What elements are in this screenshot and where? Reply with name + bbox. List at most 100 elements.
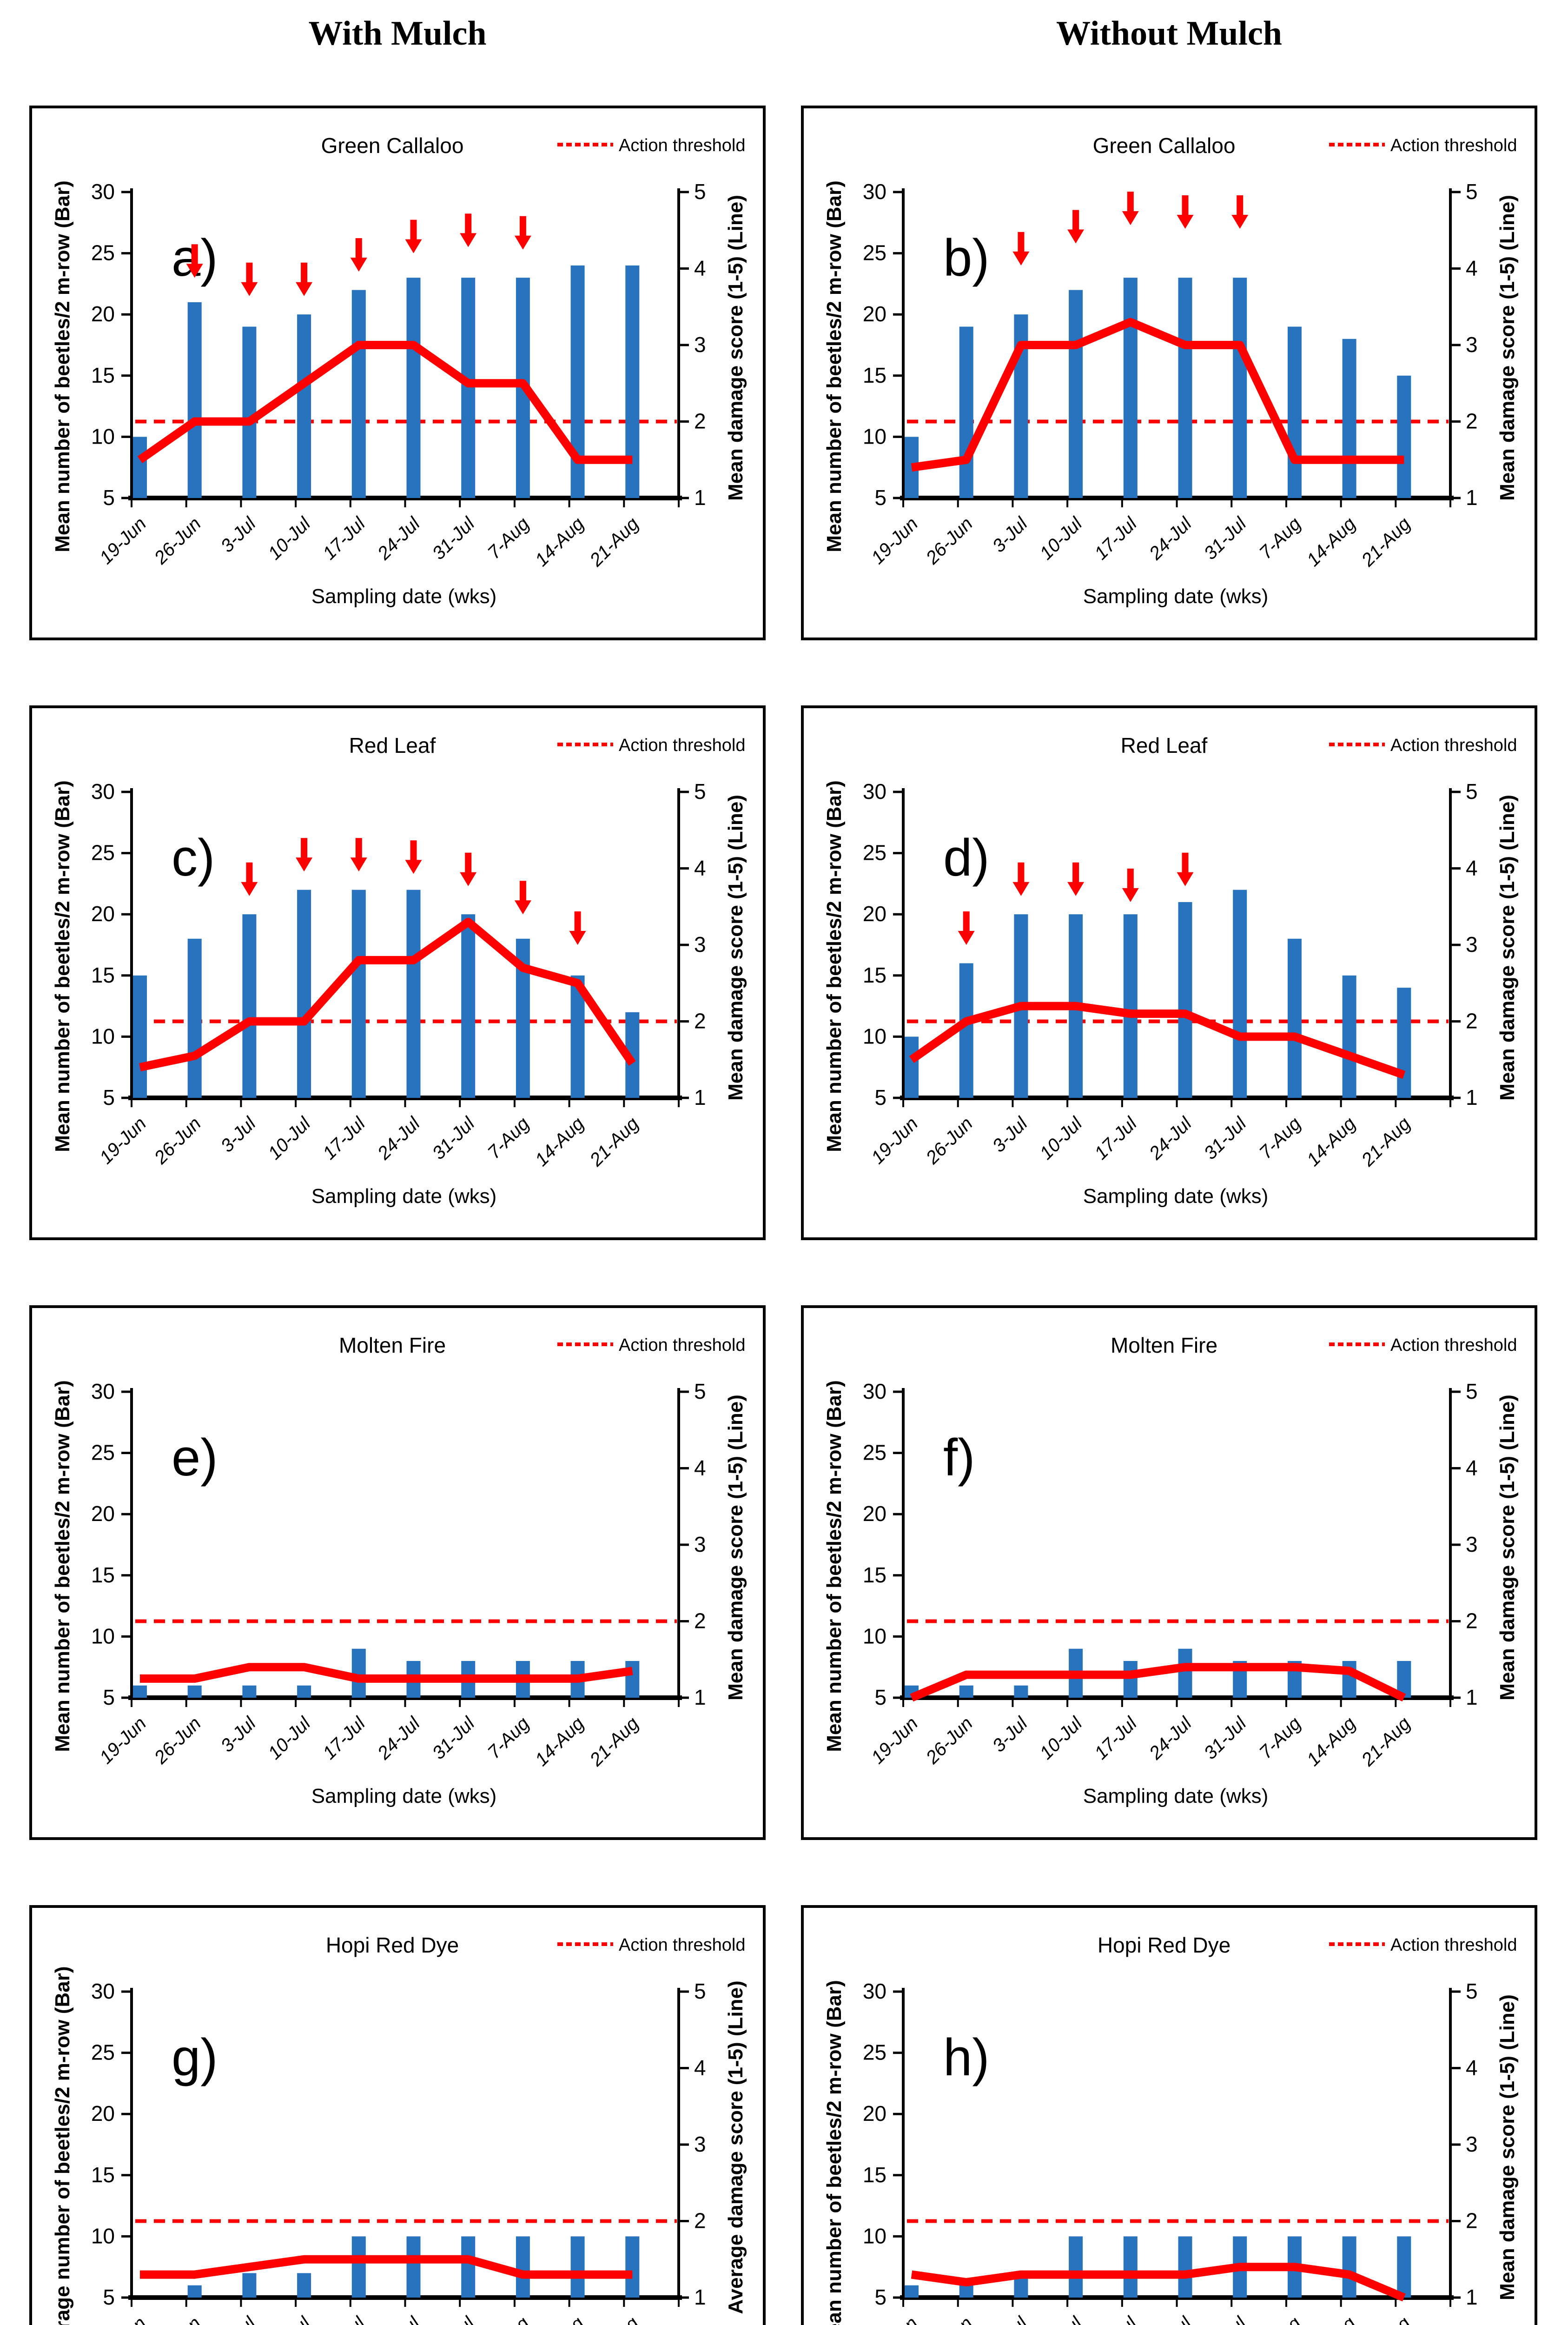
right-axis-label: Average damage score (1-5) (Line): [724, 1980, 747, 2314]
x-tick-label: 10-Jul: [1036, 1713, 1086, 1763]
left-tick-label: 25: [863, 841, 887, 865]
x-tick-label: 10-Jul: [264, 2312, 315, 2325]
bar-14-Aug: [1342, 339, 1356, 498]
right-tick-label: 2: [1466, 1009, 1478, 1033]
right-tick-label: 3: [694, 2132, 706, 2156]
x-tick-label: 24-Jul: [373, 513, 424, 564]
left-tick-label: 10: [863, 2224, 887, 2248]
x-tick-label: 31-Jul: [1200, 1713, 1250, 1763]
left-tick-label: 30: [863, 779, 887, 804]
x-tick-label: 26-Jun: [150, 2313, 205, 2325]
left-tick-label: 25: [91, 841, 115, 865]
left-axis-label: Average number of beetles/2 m-row (Bar): [51, 1966, 74, 2325]
action-threshold-label: Action threshold: [619, 1335, 746, 1355]
x-tick-label: 3-Jul: [217, 2312, 260, 2325]
right-tick-label: 1: [1466, 2285, 1478, 2309]
bar-21-Aug: [1397, 988, 1411, 1098]
left-tick-label: 10: [863, 1624, 887, 1648]
right-tick-label: 1: [694, 1085, 706, 1109]
bar-26-Jun: [187, 1685, 202, 1698]
x-tick-label: 19-Jun: [867, 513, 922, 568]
right-tick-label: 2: [1466, 409, 1478, 433]
right-tick-label: 3: [694, 1532, 706, 1556]
chart-panel-c: Red Leaf Action threshold c) Mean number of…: [29, 705, 766, 1240]
action-threshold-label: Action threshold: [619, 736, 746, 755]
x-tick-label: 21-Aug: [586, 513, 643, 571]
left-tick-label: 20: [91, 2101, 115, 2126]
left-tick-label: 30: [91, 1379, 115, 1403]
right-tick-label: 5: [1466, 179, 1478, 204]
bar-17-Jul: [1123, 1661, 1138, 1698]
bar-17-Jul: [351, 290, 366, 498]
right-axis-label: Mean damage score (1-5) (Line): [1496, 795, 1519, 1101]
right-tick-label: 4: [1466, 1456, 1478, 1480]
down-arrow-icon: [296, 262, 313, 296]
right-axis-label: Mean damage score (1-5) (Line): [1496, 195, 1519, 501]
x-tick-label: 7-Aug: [484, 2313, 534, 2325]
x-tick-label: 19-Jun: [867, 1113, 922, 1168]
left-tick-label: 15: [91, 1563, 115, 1587]
x-tick-label: 31-Jul: [428, 2312, 479, 2325]
right-tick-label: 4: [1466, 856, 1478, 880]
left-tick-label: 20: [863, 302, 887, 326]
x-tick-label: 21-Aug: [1357, 513, 1415, 571]
x-tick-label: 7-Aug: [1256, 513, 1305, 563]
bar-17-Jul: [351, 2236, 366, 2298]
x-tick-label: 31-Jul: [428, 513, 479, 564]
x-tick-label: 26-Jun: [150, 1713, 205, 1768]
left-tick-label: 5: [874, 2285, 887, 2309]
left-axis-label: Mean number of beetles/2 m-row (Bar): [51, 180, 74, 552]
left-tick-label: 25: [91, 1441, 115, 1465]
bar-3-Jul: [242, 914, 257, 1098]
chart-b: Green Callaloo Action threshold b) Mean num…: [823, 133, 1519, 608]
x-tick-label: 14-Aug: [531, 1713, 588, 1770]
x-tick-label: 26-Jun: [922, 2313, 977, 2325]
x-tick-label: 14-Aug: [1303, 1713, 1360, 1770]
left-tick-label: 5: [103, 1685, 115, 1709]
x-axis-title: Sampling date (wks): [1083, 1785, 1269, 1807]
bar-26-Jun: [959, 2285, 973, 2298]
bar-3-Jul: [242, 2273, 257, 2298]
right-tick-label: 4: [694, 856, 706, 880]
right-tick-label: 3: [694, 332, 706, 357]
bar-24-Jul: [1178, 902, 1192, 1098]
x-tick-label: 7-Aug: [484, 1713, 534, 1763]
right-tick-label: 1: [694, 2285, 706, 2309]
bar-26-Jun: [187, 302, 202, 498]
down-arrow-icon: [1177, 195, 1194, 229]
left-tick-label: 10: [91, 1024, 115, 1048]
damage-line: [911, 2263, 1406, 2302]
x-tick-label: 10-Jul: [1036, 513, 1086, 564]
right-tick-label: 5: [1466, 1979, 1478, 2003]
left-tick-label: 25: [91, 241, 115, 265]
right-axis-label: Mean damage score (1-5) (Line): [724, 1395, 747, 1701]
left-tick-label: 25: [863, 1441, 887, 1465]
down-arrow-icon: [514, 881, 531, 915]
x-tick-label: 3-Jul: [988, 513, 1032, 556]
left-tick-label: 30: [863, 1379, 887, 1403]
left-tick-label: 15: [863, 2163, 887, 2187]
chart-d: Red Leaf Action threshold d) Mean number of…: [823, 733, 1519, 1208]
x-tick-label: 26-Jun: [922, 1113, 977, 1168]
down-arrow-icon: [350, 838, 367, 872]
left-axis-label: Mean number of beetles/2 m-row (Bar): [823, 780, 846, 1152]
right-tick-label: 3: [1466, 332, 1478, 357]
chart-title: Hopi Red Dye: [326, 1933, 459, 1957]
bar-19-Jun: [905, 2285, 919, 2298]
right-tick-label: 2: [694, 1609, 706, 1633]
right-tick-label: 5: [694, 779, 706, 804]
right-tick-label: 1: [694, 485, 706, 510]
bar-14-Aug: [1342, 975, 1356, 1098]
chart-panel-g: Hopi Red Dye Action threshold g) Average nu…: [29, 1905, 766, 2325]
panel-letter: b): [943, 229, 990, 287]
bar-21-Aug: [625, 2236, 640, 2298]
down-arrow-icon: [296, 838, 313, 872]
left-tick-label: 20: [863, 1501, 887, 1526]
right-tick-label: 5: [1466, 1379, 1478, 1403]
chart-panel-f: Molten Fire Action threshold f) Mean number…: [801, 1305, 1537, 1840]
chart-f: Molten Fire Action threshold f) Mean number…: [823, 1333, 1519, 1807]
x-tick-label: 17-Jul: [1091, 513, 1141, 564]
bar-24-Jul: [406, 278, 421, 498]
x-tick-label: 21-Aug: [1357, 1113, 1415, 1170]
